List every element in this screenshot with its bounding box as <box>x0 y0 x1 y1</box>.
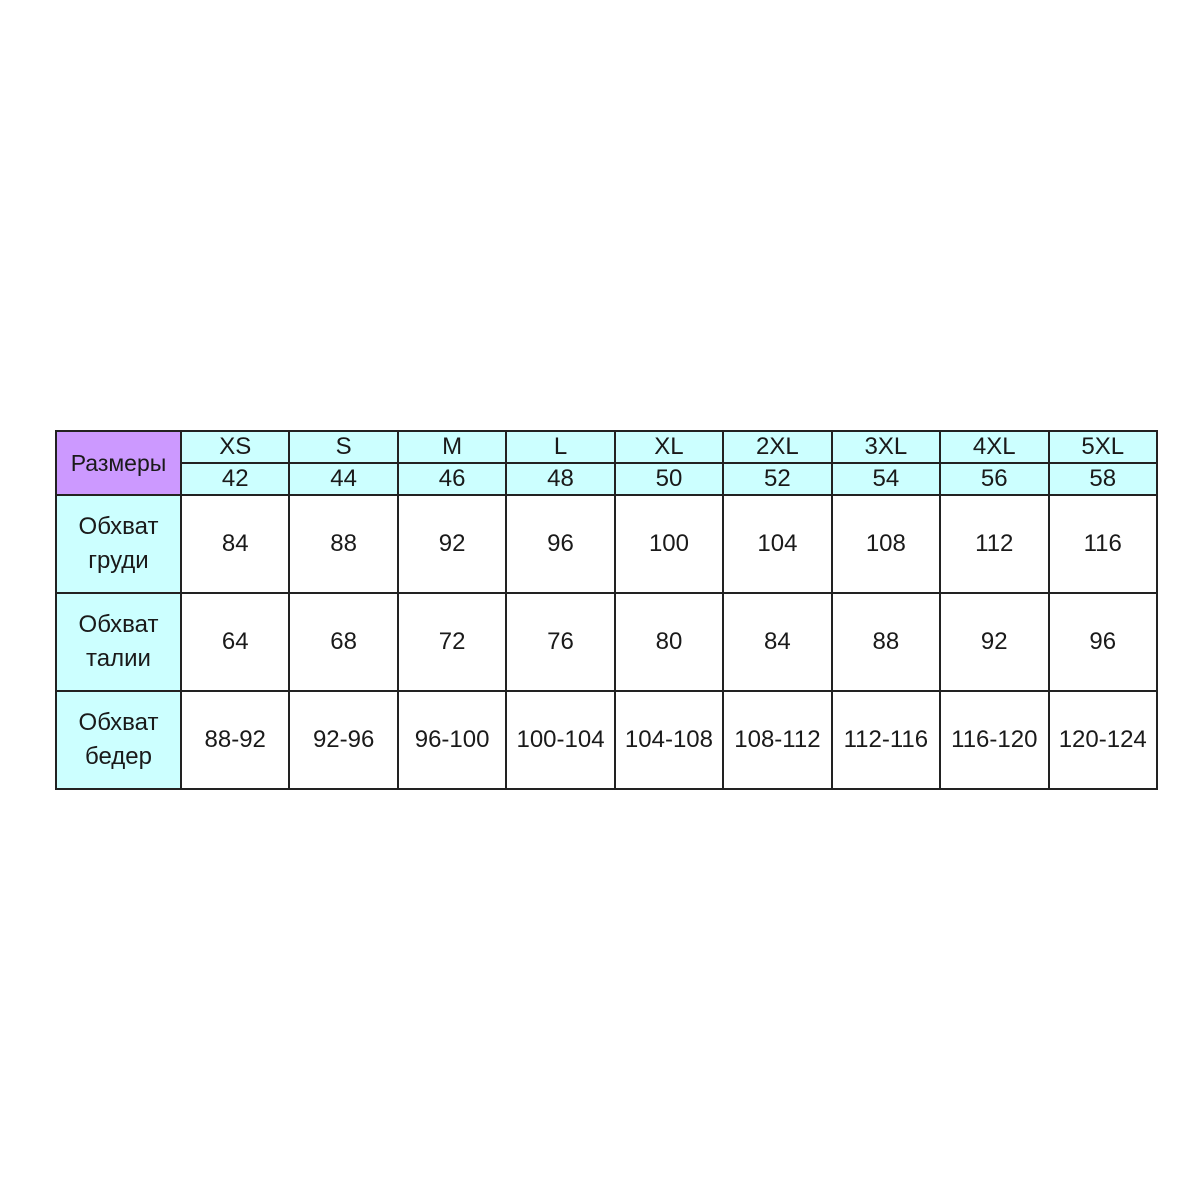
measurement-cell: 116 <box>1047 494 1158 594</box>
size-number-cell: 52 <box>722 462 833 496</box>
measurement-cell: 92-96 <box>288 690 399 790</box>
row-label-cell: Обхват груди <box>55 494 182 594</box>
measurement-cell: 96 <box>505 494 616 594</box>
measurement-cell: 88-92 <box>179 690 291 790</box>
table-row: Обхват талии 64 68 72 76 80 84 88 92 96 <box>55 592 1158 692</box>
measurement-cell: 64 <box>179 592 291 692</box>
size-number-cell: 42 <box>179 462 291 496</box>
size-letter-cell: M <box>396 430 508 464</box>
measurement-cell: 84 <box>722 592 833 692</box>
measurement-cell: 100 <box>613 494 725 594</box>
corner-label-cell: Размеры <box>55 430 182 496</box>
size-number-cell: 44 <box>288 462 399 496</box>
measurement-cell: 88 <box>288 494 399 594</box>
measurement-cell: 72 <box>396 592 508 692</box>
measurement-cell: 68 <box>288 592 399 692</box>
row-label-line2: груди <box>88 547 149 574</box>
measurement-cell: 76 <box>505 592 616 692</box>
measurement-cell: 104-108 <box>613 690 725 790</box>
header-row-ru-sizes: 42 44 46 48 50 52 54 56 58 <box>56 462 1158 496</box>
measurement-cell: 120-124 <box>1047 690 1158 790</box>
size-chart-table: Размеры XS S M L XL 2XL 3XL 4XL 5XL 42 44 46 48 50 52 54… <box>55 430 1158 790</box>
header-row-sizes: Размеры XS S M L XL 2XL 3XL 4XL 5XL <box>55 430 1158 496</box>
measurement-cell: 80 <box>613 592 725 692</box>
size-letter-cell: 5XL <box>1047 430 1158 464</box>
size-number-cell: 54 <box>830 462 942 496</box>
measurement-cell: 112-116 <box>830 690 942 790</box>
table-row: Обхват груди 84 88 92 96 100 104 108 112 116 <box>55 494 1158 594</box>
row-label-cell: Обхват бедер <box>55 690 182 790</box>
size-number-cell: 56 <box>939 462 1050 496</box>
size-letter-cell: 4XL <box>939 430 1050 464</box>
measurement-cell: 108-112 <box>722 690 833 790</box>
row-label-line2: талии <box>86 645 151 672</box>
size-number-cell: 48 <box>505 462 616 496</box>
measurement-cell: 116-120 <box>939 690 1050 790</box>
table-row: Обхват бедер 88-92 92-96 96-100 100-104 104-10… <box>55 690 1158 790</box>
row-label-line1: Обхват <box>78 709 159 736</box>
size-number-cell: 58 <box>1047 462 1158 496</box>
measurement-cell: 92 <box>939 592 1050 692</box>
measurement-cell: 104 <box>722 494 833 594</box>
measurement-cell: 108 <box>830 494 942 594</box>
measurement-cell: 100-104 <box>505 690 616 790</box>
size-letter-cell: XS <box>179 430 291 464</box>
measurement-cell: 96 <box>1047 592 1158 692</box>
measurement-cell: 112 <box>939 494 1050 594</box>
size-letter-cell: L <box>505 430 616 464</box>
row-label-line2: бедер <box>85 743 152 770</box>
measurement-cell: 96-100 <box>396 690 508 790</box>
size-number-cell: 46 <box>396 462 508 496</box>
row-label-line1: Обхват <box>78 513 159 540</box>
size-letter-cell: XL <box>613 430 725 464</box>
row-label-line1: Обхват <box>78 611 159 638</box>
measurement-cell: 88 <box>830 592 942 692</box>
size-letter-cell: 2XL <box>722 430 833 464</box>
size-number-cell: 50 <box>613 462 725 496</box>
row-label-cell: Обхват талии <box>55 592 182 692</box>
measurement-cell: 92 <box>396 494 508 594</box>
measurement-cell: 84 <box>179 494 291 594</box>
size-letter-cell: S <box>288 430 399 464</box>
size-letter-cell: 3XL <box>830 430 942 464</box>
